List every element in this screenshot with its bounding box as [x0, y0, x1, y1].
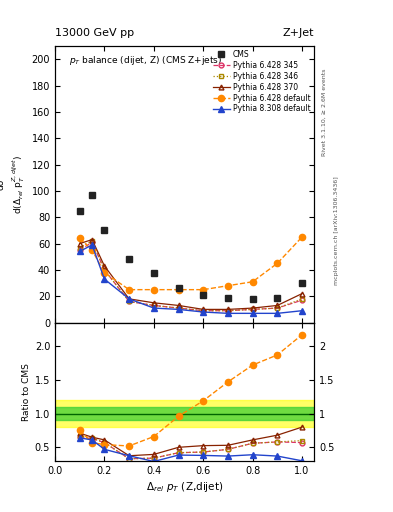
Pythia 6.428 370 — [176, 303, 181, 309]
Pythia 6.428 346 — [77, 244, 82, 250]
Pythia 8.308 default — [226, 310, 230, 316]
Pythia 6.428 default — [102, 269, 107, 275]
Pythia 6.428 370 — [77, 241, 82, 247]
Pythia 8.308 default — [90, 242, 94, 248]
Text: 13000 GeV pp: 13000 GeV pp — [55, 28, 134, 38]
Pythia 8.308 default — [275, 310, 280, 316]
Pythia 6.428 370 — [300, 290, 305, 296]
Pythia 6.428 default — [127, 287, 132, 293]
Pythia 6.428 346 — [102, 267, 107, 273]
Pythia 6.428 345 — [250, 306, 255, 312]
CMS — [127, 257, 132, 263]
Pythia 6.428 345 — [127, 298, 132, 305]
Pythia 8.308 default — [201, 309, 206, 315]
Pythia 6.428 370 — [151, 300, 156, 306]
Y-axis label: Ratio to CMS: Ratio to CMS — [22, 362, 31, 421]
Pythia 6.428 370 — [127, 296, 132, 302]
Pythia 6.428 370 — [226, 306, 230, 312]
CMS — [250, 296, 255, 302]
Pythia 8.308 default — [176, 306, 181, 312]
Pythia 8.308 default — [77, 248, 82, 254]
Pythia 6.428 default — [77, 235, 82, 241]
Pythia 6.428 346 — [201, 308, 206, 314]
Pythia 6.428 370 — [102, 263, 107, 269]
Pythia 6.428 default — [275, 260, 280, 266]
CMS — [275, 294, 280, 301]
Pythia 6.428 370 — [275, 303, 280, 309]
Y-axis label: dσ
d(Δ$_{rel}$ p$_T^{Z,dijet}$): dσ d(Δ$_{rel}$ p$_T^{Z,dijet}$) — [0, 155, 28, 214]
Pythia 6.428 370 — [201, 306, 206, 312]
Pythia 6.428 345 — [275, 305, 280, 311]
CMS — [300, 280, 305, 286]
Pythia 6.428 346 — [127, 298, 132, 305]
CMS — [90, 192, 94, 198]
Text: Rivet 3.1.10, ≥ 2.6M events: Rivet 3.1.10, ≥ 2.6M events — [322, 69, 327, 156]
Text: mcplots.cern.ch [arXiv:1306.3436]: mcplots.cern.ch [arXiv:1306.3436] — [334, 176, 338, 285]
Pythia 8.308 default — [102, 276, 107, 282]
Pythia 6.428 345 — [176, 305, 181, 311]
CMS — [102, 227, 107, 233]
Pythia 8.308 default — [127, 296, 132, 302]
Line: Pythia 6.428 346: Pythia 6.428 346 — [77, 239, 305, 313]
Pythia 6.428 default — [176, 287, 181, 293]
Pythia 6.428 370 — [250, 305, 255, 311]
Pythia 8.308 default — [151, 305, 156, 311]
Pythia 8.308 default — [300, 308, 305, 314]
Line: Pythia 6.428 default: Pythia 6.428 default — [77, 234, 305, 293]
Pythia 6.428 345 — [90, 239, 94, 245]
CMS — [226, 294, 230, 301]
CMS — [77, 207, 82, 214]
Line: CMS: CMS — [76, 191, 305, 302]
Pythia 6.428 370 — [90, 237, 94, 243]
Pythia 6.428 345 — [300, 297, 305, 303]
Pythia 6.428 default — [201, 287, 206, 293]
Line: Pythia 6.428 370: Pythia 6.428 370 — [77, 237, 305, 312]
Pythia 6.428 346 — [176, 305, 181, 311]
CMS — [201, 292, 206, 298]
X-axis label: $\Delta_{rel}\ p_T$ (Z,dijet): $\Delta_{rel}\ p_T$ (Z,dijet) — [146, 480, 223, 494]
Pythia 6.428 345 — [201, 308, 206, 314]
Pythia 6.428 345 — [77, 247, 82, 253]
Pythia 8.308 default — [250, 310, 255, 316]
Bar — [55, 400, 314, 427]
Pythia 6.428 345 — [102, 267, 107, 273]
Line: Pythia 6.428 345: Pythia 6.428 345 — [77, 240, 305, 313]
Pythia 6.428 default — [226, 283, 230, 289]
Pythia 6.428 346 — [226, 308, 230, 314]
Pythia 6.428 346 — [300, 296, 305, 302]
CMS — [151, 269, 156, 275]
Pythia 6.428 default — [90, 247, 94, 253]
Pythia 6.428 default — [151, 287, 156, 293]
Pythia 6.428 default — [250, 279, 255, 285]
Pythia 6.428 default — [300, 234, 305, 240]
Pythia 6.428 345 — [226, 308, 230, 314]
Text: Z+Jet: Z+Jet — [283, 28, 314, 38]
Bar — [55, 407, 314, 420]
Pythia 6.428 345 — [151, 303, 156, 309]
CMS — [176, 285, 181, 291]
Pythia 6.428 346 — [151, 303, 156, 309]
Legend: CMS, Pythia 6.428 345, Pythia 6.428 346, Pythia 6.428 370, Pythia 6.428 default,: CMS, Pythia 6.428 345, Pythia 6.428 346,… — [211, 48, 312, 115]
Text: $p_T$ balance (dijet, Z) (CMS Z+jets): $p_T$ balance (dijet, Z) (CMS Z+jets) — [69, 54, 222, 68]
Pythia 6.428 346 — [90, 238, 94, 244]
Line: Pythia 8.308 default: Pythia 8.308 default — [77, 242, 305, 316]
Pythia 6.428 346 — [275, 305, 280, 311]
Pythia 6.428 346 — [250, 306, 255, 312]
